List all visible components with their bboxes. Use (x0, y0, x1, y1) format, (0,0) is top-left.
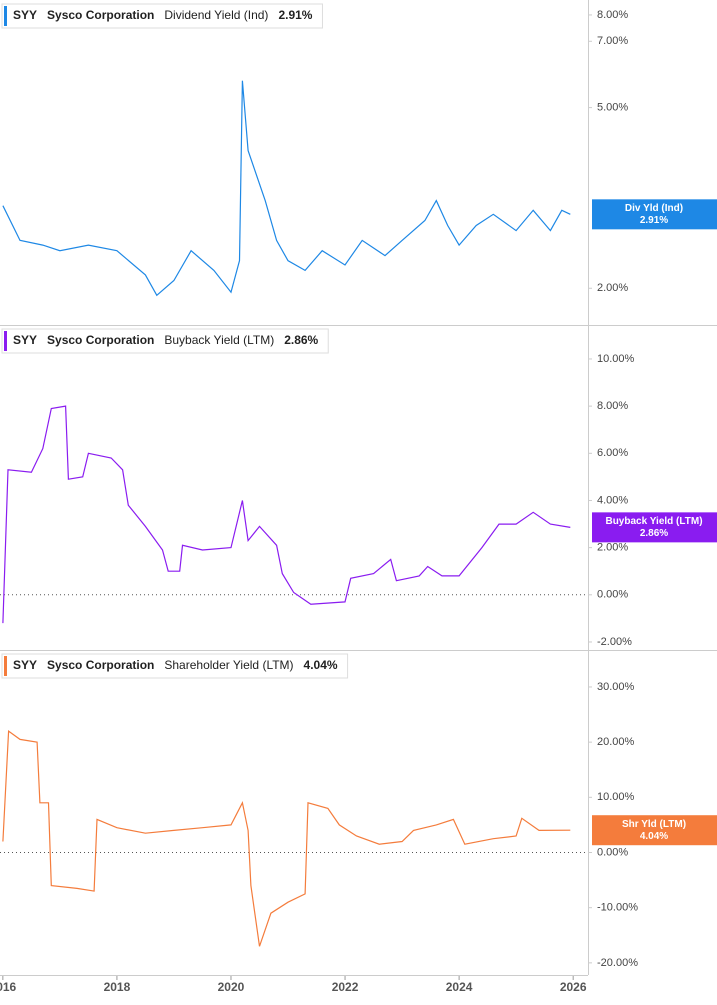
x-tick-label: 2016 (0, 980, 17, 994)
y-tick-label: 7.00% (597, 35, 628, 47)
x-tick-label: 2018 (104, 980, 131, 994)
legend-ticker: SYY (13, 658, 37, 672)
y-tick-label: -2.00% (597, 636, 632, 648)
badge-value: 4.04% (640, 831, 668, 842)
legend-box (1, 653, 349, 679)
y-tick-label: 20.00% (597, 736, 635, 748)
badge-label: Div Yld (Ind) (625, 203, 683, 214)
legend-marker (4, 656, 7, 676)
badge-label: Buyback Yield (LTM) (605, 516, 702, 527)
legend-marker (4, 6, 7, 26)
legend-entry: Shareholder Yield (LTM) (164, 658, 293, 672)
y-tick-label: 8.00% (597, 400, 628, 412)
legend-value: 2.91% (278, 8, 312, 22)
badge-value: 2.91% (640, 215, 668, 226)
y-tick-label: 0.00% (597, 589, 628, 601)
badge-label: Shr Yld (LTM) (622, 819, 686, 830)
legend-marker (4, 331, 7, 351)
y-tick-label: 10.00% (597, 353, 635, 365)
legend-ticker: SYY (13, 333, 37, 347)
x-tick-label: 2020 (218, 980, 245, 994)
series-line (2, 80, 571, 297)
series-line (2, 729, 571, 947)
value-badge (592, 199, 717, 230)
y-tick-label: 6.00% (597, 447, 628, 459)
legend-company: Sysco Corporation (47, 333, 154, 347)
value-badge (592, 815, 717, 846)
legend-entry: Dividend Yield (Ind) (164, 8, 268, 22)
legend-company: Sysco Corporation (47, 658, 154, 672)
y-tick-label: 2.00% (597, 542, 628, 554)
y-tick-label: 30.00% (597, 681, 635, 693)
legend-box (1, 3, 323, 29)
x-tick-label: 2022 (332, 980, 359, 994)
y-tick-label: -10.00% (597, 902, 638, 914)
value-badge (592, 512, 717, 543)
series-line (2, 405, 571, 624)
legend-box (1, 328, 329, 354)
y-tick-label: -20.00% (597, 957, 638, 969)
legend-entry: Buyback Yield (LTM) (164, 333, 274, 347)
y-tick-label: 2.00% (597, 282, 628, 294)
legend-value: 2.86% (284, 333, 318, 347)
y-tick-label: 10.00% (597, 791, 635, 803)
legend-ticker: SYY (13, 8, 37, 22)
y-tick-label: 4.00% (597, 494, 628, 506)
badge-value: 2.86% (640, 528, 668, 539)
x-tick-label: 2024 (446, 980, 473, 994)
y-tick-label: 0.00% (597, 846, 628, 858)
y-tick-label: 8.00% (597, 9, 628, 21)
legend-company: Sysco Corporation (47, 8, 154, 22)
legend-value: 4.04% (304, 658, 338, 672)
x-tick-label: 2026 (560, 980, 587, 994)
y-tick-label: 5.00% (597, 102, 628, 114)
